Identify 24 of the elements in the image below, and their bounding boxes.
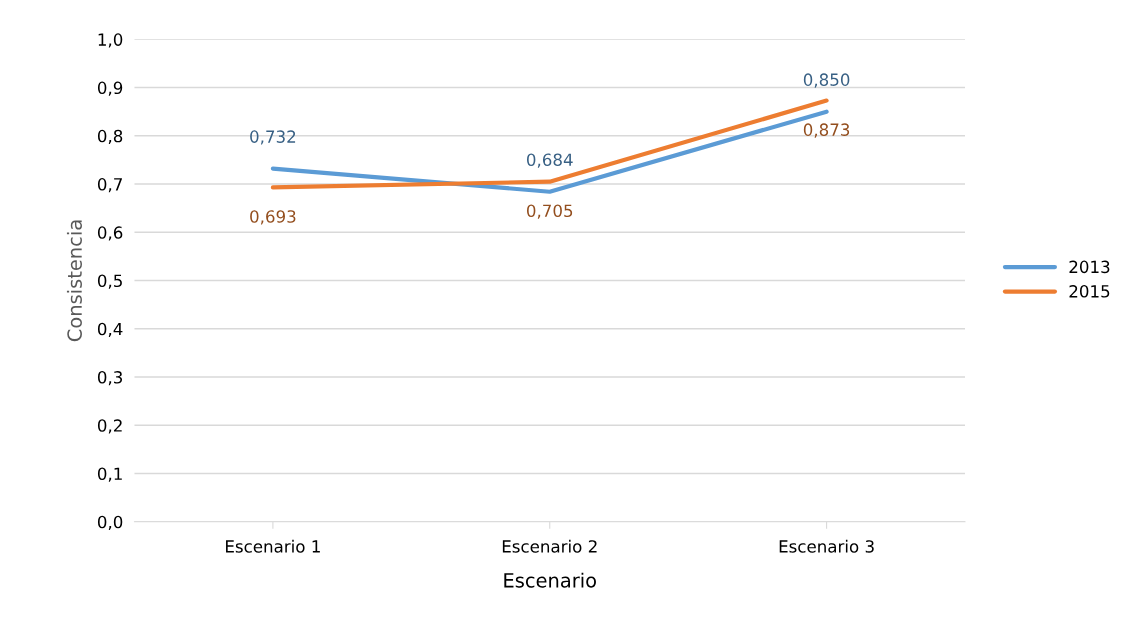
y-tick-label: 0,4: [97, 322, 123, 338]
y-tick-label: 0,1: [97, 467, 122, 482]
data-label: 0,850: [803, 73, 850, 88]
legend-label: 2013: [1069, 260, 1110, 274]
data-label: 0,873: [803, 123, 850, 138]
y-tick-label: 1,0: [98, 33, 123, 48]
y-tick-label: 0,8: [97, 129, 123, 145]
legend-label: 2015: [1069, 285, 1110, 298]
y-tick-label: 0,7: [97, 178, 122, 193]
y-tick-label: 0,6: [97, 226, 123, 241]
y-tick-label: 0,5: [97, 274, 122, 289]
x-tick-label: Escenario 2: [502, 539, 597, 553]
data-label: 0,705: [526, 204, 573, 219]
y-tick-label: 0,2: [97, 419, 122, 434]
x-axis-title: Escenario: [504, 572, 596, 588]
data-label: 0,693: [250, 210, 296, 225]
y-tick-label: 0,3: [97, 371, 123, 386]
y-tick-label: 0,9: [97, 81, 123, 96]
data-label: 0,684: [526, 153, 573, 168]
y-axis-title: Consistencia: [66, 220, 82, 342]
y-tick-label: 0,0: [97, 515, 123, 531]
x-tick-label: Escenario 3: [779, 539, 874, 553]
data-label: 0,732: [250, 130, 296, 145]
x-tick-label: Escenario 1: [226, 539, 320, 553]
